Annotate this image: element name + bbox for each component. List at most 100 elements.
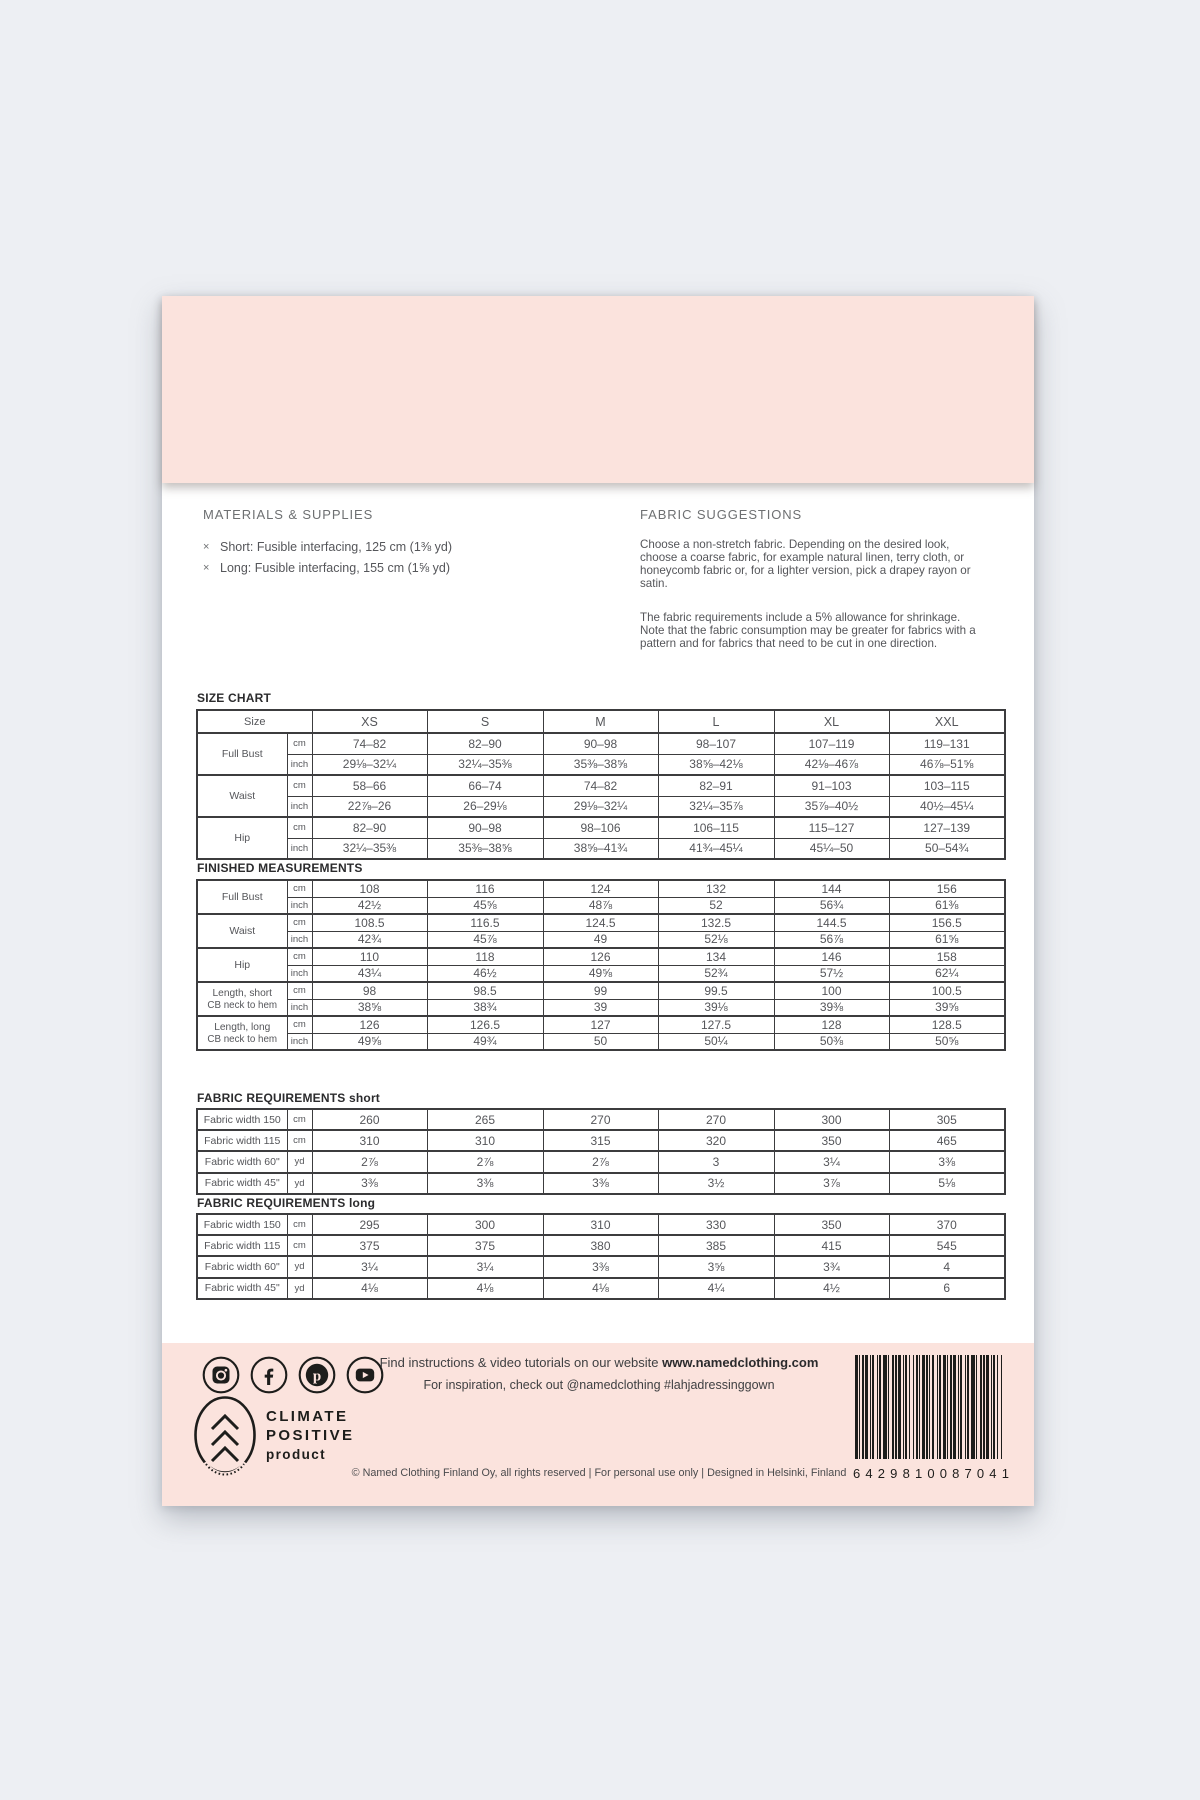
value-cell: 270 — [657, 1107, 775, 1131]
barcode-digit: 1 — [914, 1466, 923, 1481]
fabric-width-label-cell: Fabric width 115 — [196, 1129, 288, 1152]
value-cell: 128.5 — [888, 1015, 1006, 1034]
table-row: Length, long CB neck to hem cm 126 126.5 127 1… — [196, 1015, 1006, 1051]
table-row: Fabric width 45" yd 3⅜ 3⅜ 3⅜ 3½ 3⅞ 5⅛ — [196, 1171, 1006, 1195]
value-cell: 49 — [542, 930, 659, 949]
value-cell: 330 — [657, 1212, 775, 1236]
table-row: Hip cm 82–90 90–98 98–106 106–115 115–127 127–1… — [196, 816, 1006, 860]
value-cell: 3⅜ — [542, 1171, 659, 1195]
value-cell: 39⅝ — [888, 998, 1006, 1017]
value-cell: 134 — [657, 947, 775, 966]
value-cell: 49⅝ — [542, 964, 659, 983]
value-cell: 42¾ — [311, 930, 428, 949]
unit-cell: cm — [286, 981, 313, 1000]
x-bullet-icon: × — [203, 562, 210, 574]
barcode-digit: 8 — [902, 1466, 910, 1481]
measurement-label-cell: Length, short CB neck to hem — [196, 981, 288, 1017]
value-cell: 74–82 — [311, 732, 428, 755]
table-row: Fabric width 45" yd 4⅛ 4⅛ 4⅛ 4¼ 4½ 6 — [196, 1276, 1006, 1300]
table-row: inch 32¼–35⅜ 35⅜–38⅝ 38⅝–41¾ 41¾–45¼ 45¼–50 50… — [197, 837, 1006, 860]
value-cell: 3¼ — [311, 1255, 428, 1279]
unit-cell: yd — [286, 1171, 313, 1195]
value-cell: 106–115 — [657, 816, 775, 839]
value-cell: 52⅛ — [657, 930, 775, 949]
value-cell: 52 — [657, 896, 775, 915]
unit-cell: inch — [286, 930, 313, 949]
social-icons: p — [202, 1356, 384, 1394]
value-cell: 50⅝ — [888, 1032, 1006, 1051]
value-cell: 50 — [542, 1032, 659, 1051]
value-cell: 61⅜ — [888, 896, 1006, 915]
value-cell: 35⅞–40½ — [773, 795, 890, 818]
value-cell: 90–98 — [426, 816, 544, 839]
fabric-width-label-cell: Fabric width 150 — [196, 1212, 288, 1236]
value-cell: 26–29⅛ — [426, 795, 544, 818]
fabric-requirements-short-title: FABRIC REQUIREMENTS short — [197, 1091, 381, 1105]
value-cell: 127–139 — [888, 816, 1006, 839]
positive-line: POSITIVE — [266, 1427, 355, 1444]
unit-cell: inch — [286, 998, 313, 1017]
finished-measurements-table: Full Bust cm 108 116 124 132 144 156 inch 42½ 45⅝ 4… — [196, 879, 1006, 1051]
value-cell: 4⅛ — [542, 1276, 659, 1300]
value-cell: 116 — [426, 879, 544, 898]
value-cell: 39⅜ — [773, 998, 890, 1017]
youtube-icon — [346, 1356, 384, 1394]
value-cell: 545 — [888, 1234, 1006, 1257]
value-cell: 260 — [311, 1107, 428, 1131]
value-cell: 46½ — [426, 964, 544, 983]
fabric-requirements-short-table: Fabric width 150 cm 260 265 270 270 300 305 Fabr… — [196, 1107, 1006, 1195]
table-row: Fabric width 115 cm 310 310 315 320 350 465 — [196, 1129, 1006, 1152]
value-cell: 108.5 — [311, 913, 428, 932]
value-cell: 3⅜ — [542, 1255, 659, 1279]
unit-cell: inch — [286, 964, 313, 983]
value-cell: 52¾ — [657, 964, 775, 983]
x-bullet-icon: × — [203, 541, 210, 553]
value-cell: 3⅞ — [773, 1171, 890, 1195]
value-cell: 3¼ — [426, 1255, 544, 1279]
value-cell: 115–127 — [773, 816, 890, 839]
value-cell: 107–119 — [773, 732, 890, 755]
table-row: inch 38⅝ 38¾ 39 39⅛ 39⅜ 39⅝ — [197, 998, 1006, 1017]
inspiration-line: For inspiration, check out @namedclothin… — [423, 1378, 775, 1392]
value-cell: 98.5 — [426, 981, 544, 1000]
fabric-width-label-cell: Fabric width 60" — [196, 1150, 288, 1174]
barcode-digit: 1 — [1001, 1466, 1009, 1481]
product-line: product — [266, 1447, 327, 1462]
fabric-width-label-cell: Fabric width 45" — [196, 1171, 288, 1195]
value-cell: 2⅞ — [311, 1150, 428, 1174]
value-cell: 3½ — [657, 1171, 775, 1195]
website-url: www.namedclothing.com — [662, 1355, 819, 1370]
value-cell: 98–107 — [657, 732, 775, 755]
unit-cell: inch — [286, 896, 313, 915]
value-cell: 295 — [311, 1212, 428, 1236]
unit-cell: cm — [286, 947, 313, 966]
value-cell: 3¼ — [773, 1150, 890, 1174]
table-cell: CB neck to hem — [207, 1033, 278, 1045]
measurement-label-cell: Hip — [196, 816, 288, 860]
value-cell: 5⅛ — [888, 1171, 1006, 1195]
value-cell: 38⅝ — [311, 998, 428, 1017]
value-cell: 375 — [311, 1234, 428, 1257]
unit-cell: inch — [286, 837, 313, 860]
value-cell: 300 — [773, 1107, 890, 1131]
fabric-suggestions-paragraph: The fabric requirements include a 5% all… — [640, 611, 976, 650]
value-cell: 57½ — [773, 964, 890, 983]
value-cell: 370 — [888, 1212, 1006, 1236]
instagram-icon — [202, 1356, 240, 1394]
value-cell: 98 — [311, 981, 428, 1000]
facebook-icon — [250, 1356, 288, 1394]
unit-cell: inch — [286, 1032, 313, 1051]
unit-cell: cm — [286, 913, 313, 932]
barcode-digit: 0 — [927, 1466, 935, 1481]
barcode-digit: 4 — [989, 1466, 997, 1481]
value-cell: 128 — [773, 1015, 890, 1034]
value-cell: 3⅜ — [311, 1171, 428, 1195]
value-cell: 46⅞–51⅝ — [888, 753, 1006, 776]
barcode-digit: 6 — [853, 1466, 861, 1481]
barcode-digit: 2 — [877, 1466, 886, 1481]
climate-line: CLIMATE — [266, 1408, 349, 1425]
value-cell: 98–106 — [542, 816, 659, 839]
value-cell: 45¼–50 — [773, 837, 890, 860]
materials-item: × Long: Fusible interfacing, 155 cm (1⅝ … — [203, 558, 452, 579]
